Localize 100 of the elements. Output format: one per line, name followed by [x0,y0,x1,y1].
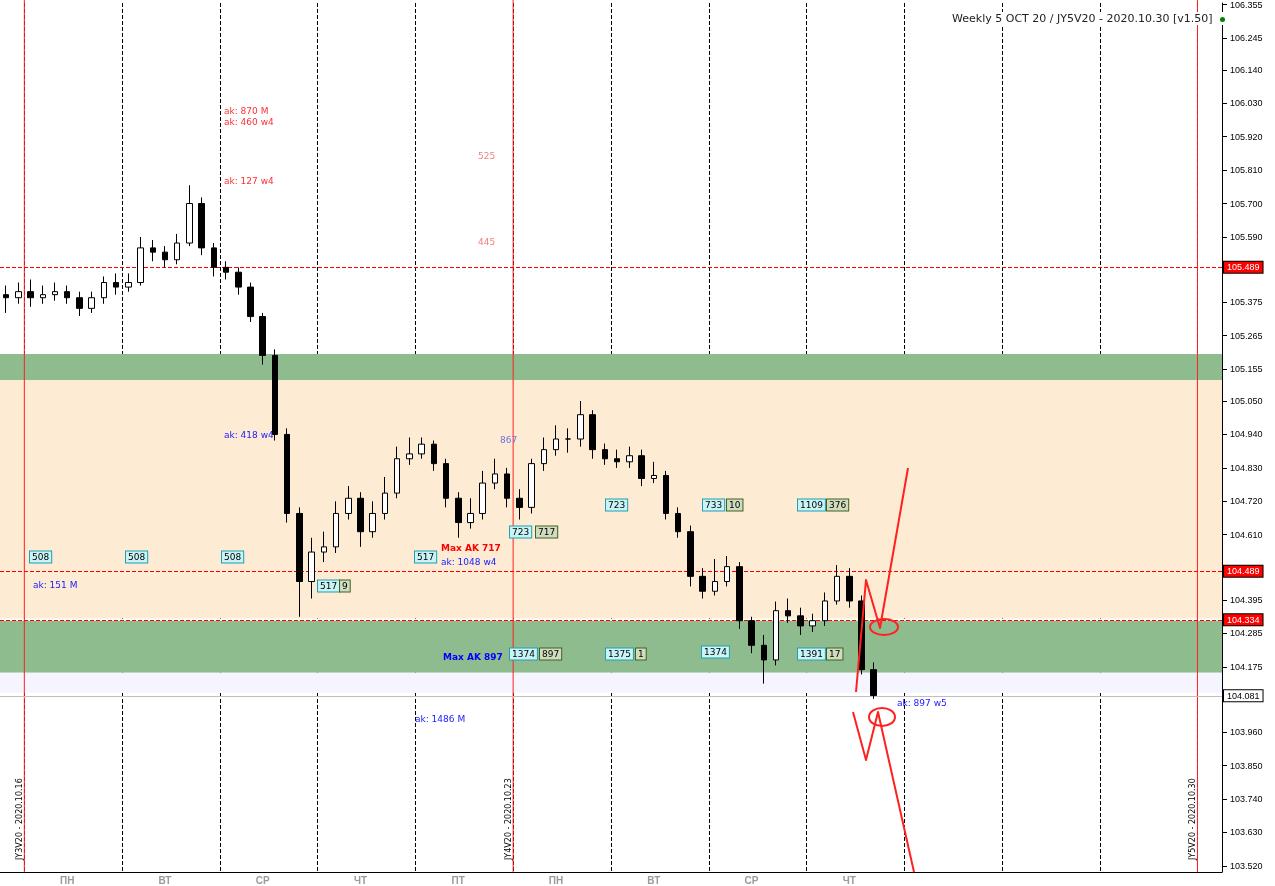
y-tick-label: 105.265 [1230,330,1263,341]
y-tick-label: 105.375 [1230,297,1263,308]
candlestick [504,467,510,508]
y-tick-label: 103.630 [1230,827,1263,838]
annotation: 376 [829,500,847,510]
candlestick [748,616,755,654]
annotation: 1374 [512,649,536,659]
candlestick [626,446,633,469]
candlestick [712,558,718,596]
y-tick-label: 106.355 [1230,0,1263,10]
annotation: 1 [638,649,644,659]
annotation: ak: 870 M [224,106,269,116]
candlestick [638,449,645,487]
candlestick [101,275,107,305]
candlestick [150,239,156,262]
candlestick [284,427,290,524]
candlestick [541,436,547,472]
annotation: 717 [538,527,556,537]
annotation: ak: 418 w4 [224,430,275,440]
annotation: ak: 460 w4 [224,117,275,127]
y-tick-label: 105.155 [1230,364,1263,375]
annotation: 445 [478,237,496,247]
candlestick [52,282,58,302]
ref-line-label: 105.489 [1227,262,1260,273]
candlestick [528,458,535,514]
candlestick [675,506,681,539]
y-tick-label: 103.850 [1230,760,1263,771]
candlestick [797,607,804,636]
x-tick-label: ПН [548,874,564,886]
annotation: 9 [342,581,348,591]
annotation: Max AK 717 [441,543,501,553]
candlestick [699,567,706,600]
candlestick [834,564,840,606]
annotation: 1374 [704,647,728,657]
annotation: 723 [512,527,530,537]
annotation: JY4V20 - 2020.10.23 [503,778,513,861]
candlestick [761,634,767,685]
annotation: 517 [320,581,338,591]
annotation: 508 [32,552,50,562]
annotation: ak: 151 M [33,580,78,590]
y-tick-label: 105.920 [1230,131,1263,142]
candlestick [223,260,229,280]
y-tick-label: 104.395 [1230,595,1263,606]
annotation: 508 [128,552,146,562]
annotation: 517 [417,552,435,562]
candlestick [418,436,425,460]
x-tick-label: ЧТ [842,874,856,886]
candlestick [333,500,339,554]
annotation: JY5V20 - 2020.10.30 [1187,778,1197,861]
x-tick-label: ЧТ [353,874,368,886]
candlestick [369,500,376,539]
y-tick-label: 104.940 [1230,429,1263,440]
candlestick [296,506,303,618]
candlestick [773,601,779,666]
candlestick [162,245,168,268]
y-tick-label: 105.810 [1230,165,1263,176]
y-tick-label: 104.175 [1230,661,1263,672]
candlestick [614,449,620,469]
candlestick [76,291,83,317]
candlestick [443,458,449,508]
candlestick [565,427,571,454]
ref-line-label: 104.334 [1227,614,1260,625]
annotation: 723 [608,500,626,510]
y-tick-label: 106.140 [1230,64,1263,75]
candlestick [516,488,523,521]
candlestick [198,196,205,256]
candlestick [174,233,180,265]
y-tick-label: 105.050 [1230,396,1263,407]
annotation: ak: 897 w5 [897,698,947,708]
candlestick [357,491,364,548]
candlestick [88,291,95,314]
y-tick-label: 104.830 [1230,462,1263,473]
y-tick-label: 104.720 [1230,496,1263,507]
annotation: ak: 1486 M [415,714,466,724]
candlestick [663,470,669,521]
candlestick [113,272,119,296]
text: Weekly 5 OCT 20 / JY5V20 - 2020.10.30 [v1.50] [952,12,1213,25]
candlestick [687,525,694,587]
x-tick-label: ВТ [647,874,661,886]
candlestick [345,485,352,521]
candlestick [125,272,132,293]
candlestick [137,236,144,287]
candlestick [308,537,315,600]
y-tick-label: 103.960 [1230,727,1263,738]
candlestick [479,470,486,521]
annotation: 1109 [800,500,824,510]
annotation: 1391 [800,649,823,659]
y-tick-label: 103.520 [1230,860,1263,871]
candlestick [602,443,608,466]
candlestick [15,282,22,305]
ref-line-label: 104.081 [1227,690,1260,701]
candlestick [467,497,474,530]
x-tick-label: СР [744,874,759,886]
annotation: JY3V20 - 2020.10.16 [14,778,24,861]
candlestick [431,440,437,472]
y-tick-label: 106.030 [1230,98,1263,109]
annotation: Max AK 897 [443,652,503,662]
candlestick [211,242,217,277]
annotation: 525 [478,151,496,161]
x-tick-label: ПТ [451,874,465,886]
